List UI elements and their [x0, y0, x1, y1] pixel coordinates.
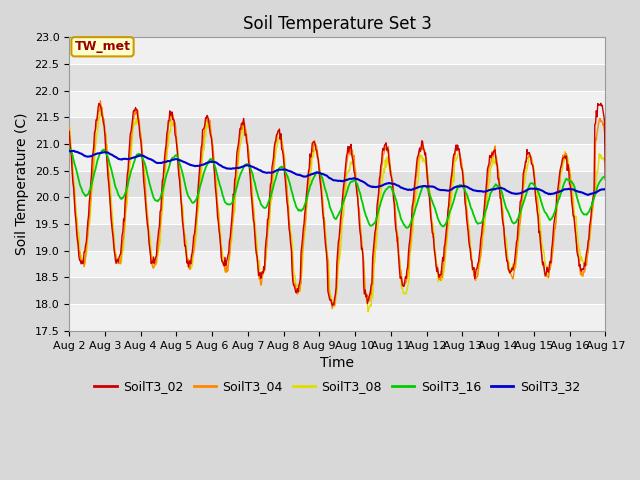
Y-axis label: Soil Temperature (C): Soil Temperature (C)	[15, 113, 29, 255]
Bar	[69, 64, 605, 91]
Bar	[69, 144, 605, 171]
Text: TW_met: TW_met	[74, 40, 131, 53]
Bar	[69, 91, 605, 118]
Bar	[69, 277, 605, 304]
Bar	[69, 224, 605, 251]
Bar	[69, 37, 605, 64]
Bar	[69, 118, 605, 144]
Legend: SoilT3_02, SoilT3_04, SoilT3_08, SoilT3_16, SoilT3_32: SoilT3_02, SoilT3_04, SoilT3_08, SoilT3_…	[90, 375, 585, 398]
Bar	[69, 197, 605, 224]
Bar	[69, 251, 605, 277]
Title: Soil Temperature Set 3: Soil Temperature Set 3	[243, 15, 431, 33]
Bar	[69, 171, 605, 197]
Bar	[69, 304, 605, 331]
X-axis label: Time: Time	[320, 356, 354, 370]
